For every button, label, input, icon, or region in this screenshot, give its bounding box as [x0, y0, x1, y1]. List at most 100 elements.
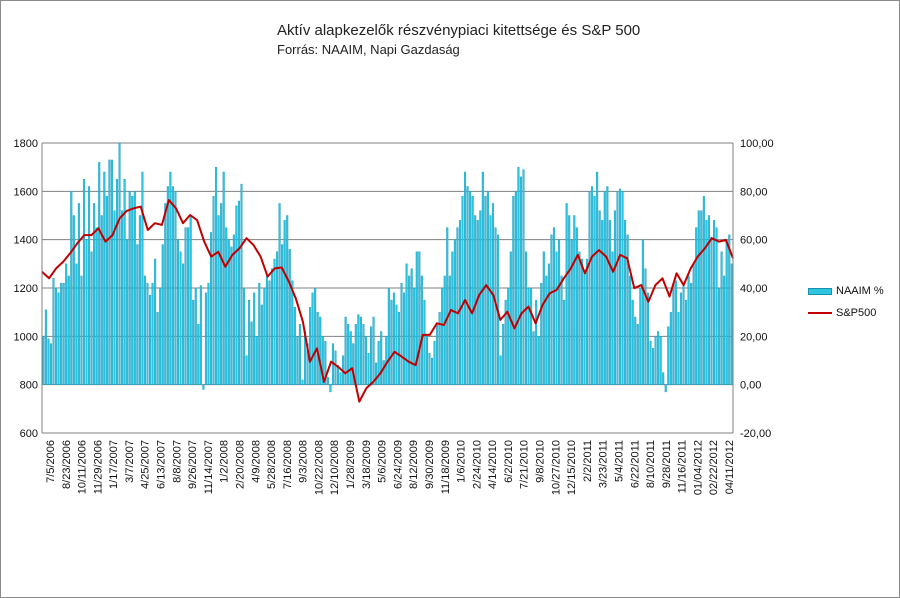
naaim-bar — [347, 324, 350, 385]
naaim-bar — [151, 282, 154, 385]
naaim-bar — [608, 220, 611, 385]
x-tick-label: 8/12/2009 — [408, 440, 420, 489]
naaim-bar — [121, 210, 124, 385]
x-tick-label: 7/5/2006 — [45, 440, 57, 483]
naaim-bar — [618, 188, 622, 385]
naaim-bar — [436, 324, 439, 385]
naaim-bar — [410, 268, 413, 385]
naaim-bar — [730, 263, 733, 385]
chart-title: Aktív alapkezelők részvénypiaci kitettsé… — [277, 22, 641, 39]
naaim-bar — [387, 287, 390, 385]
naaim-bar — [49, 343, 52, 385]
left-tick-label: 1600 — [14, 186, 38, 198]
naaim-bar — [631, 299, 634, 385]
naaim-bar — [428, 353, 431, 385]
naaim-bar — [451, 251, 454, 385]
naaim-bar — [326, 377, 329, 385]
naaim-bar — [344, 316, 347, 385]
naaim-bar — [113, 210, 116, 385]
x-tick-label: 10/22/2008 — [313, 440, 325, 495]
legend-swatch-sp500 — [808, 312, 832, 314]
naaim-bar — [103, 171, 106, 385]
x-tick-label: 01/04/2012 — [692, 440, 704, 495]
naaim-bar — [212, 195, 215, 385]
x-tick-label: 11/16/2011 — [677, 440, 689, 493]
naaim-bar — [649, 340, 652, 385]
x-tick-label: 2/20/2008 — [234, 440, 246, 489]
naaim-bar — [199, 285, 202, 385]
naaim-bar — [565, 203, 568, 385]
x-tick-label: 2/24/2010 — [471, 440, 483, 489]
x-tick-label: 4/9/2008 — [250, 440, 262, 483]
naaim-bar — [169, 171, 172, 385]
naaim-bar — [644, 268, 647, 385]
naaim-bar — [677, 311, 680, 385]
naaim-bar — [725, 239, 728, 385]
naaim-bar — [126, 239, 129, 385]
naaim-bar — [319, 316, 322, 385]
naaim-bar — [202, 384, 205, 390]
naaim-bar — [611, 251, 614, 385]
naaim-bar — [309, 307, 312, 385]
naaim-bar — [560, 275, 563, 385]
naaim-bar — [420, 275, 423, 385]
naaim-bar — [67, 275, 70, 385]
naaim-bar — [90, 251, 93, 385]
naaim-bar — [230, 246, 233, 385]
naaim-bar — [718, 287, 721, 385]
x-tick-label: 3/18/2009 — [361, 440, 373, 489]
naaim-bar — [481, 171, 484, 385]
naaim-bar — [707, 215, 710, 385]
left-tick-label: 600 — [20, 428, 38, 440]
naaim-bar — [674, 280, 677, 385]
naaim-bar — [448, 275, 451, 385]
naaim-bar — [159, 287, 162, 385]
legend-label-sp500: S&P500 — [836, 307, 877, 319]
right-tick-label: 80,00 — [740, 186, 768, 198]
naaim-bar — [154, 258, 157, 385]
naaim-bar — [403, 292, 406, 385]
naaim-bar — [380, 331, 383, 385]
naaim-bar — [443, 275, 446, 385]
naaim-bar — [207, 282, 210, 385]
x-tick-label: 9/26/2007 — [187, 440, 199, 489]
naaim-bar — [471, 195, 474, 385]
naaim-bar — [146, 282, 149, 385]
naaim-bar — [65, 263, 68, 385]
naaim-bar — [502, 324, 505, 385]
naaim-bar — [695, 227, 698, 385]
naaim-bar — [697, 210, 700, 385]
naaim-bar — [563, 299, 566, 385]
naaim-bar — [321, 336, 324, 385]
naaim-bar — [237, 200, 240, 385]
naaim-bar — [324, 340, 327, 385]
naaim-bar — [580, 258, 583, 385]
naaim-bar — [464, 171, 467, 385]
x-tick-label: 1/17/2007 — [108, 440, 120, 489]
naaim-bar — [367, 353, 370, 385]
naaim-bar — [646, 292, 649, 385]
naaim-bar — [601, 220, 604, 385]
naaim-bar — [352, 343, 355, 385]
naaim-bar — [329, 384, 332, 393]
naaim-bar — [232, 234, 235, 385]
naaim-bar — [268, 280, 271, 385]
naaim-bar — [243, 287, 246, 385]
right-tick-label: -20,00 — [740, 428, 771, 440]
naaim-bar — [458, 220, 461, 385]
naaim-bar — [540, 282, 543, 385]
naaim-bar — [93, 203, 96, 385]
naaim-bar — [187, 227, 190, 385]
naaim-bar — [593, 195, 596, 385]
naaim-bar — [537, 336, 540, 385]
naaim-bar — [702, 195, 705, 385]
x-tick-label: 1/6/2010 — [456, 440, 468, 483]
naaim-bar — [110, 159, 113, 385]
naaim-bar — [479, 210, 482, 385]
left-tick-label: 1800 — [14, 138, 38, 150]
naaim-bar — [705, 220, 708, 385]
naaim-bar — [209, 232, 213, 385]
naaim-bar — [283, 220, 286, 385]
naaim-bar — [250, 321, 253, 385]
naaim-bar — [664, 384, 667, 393]
